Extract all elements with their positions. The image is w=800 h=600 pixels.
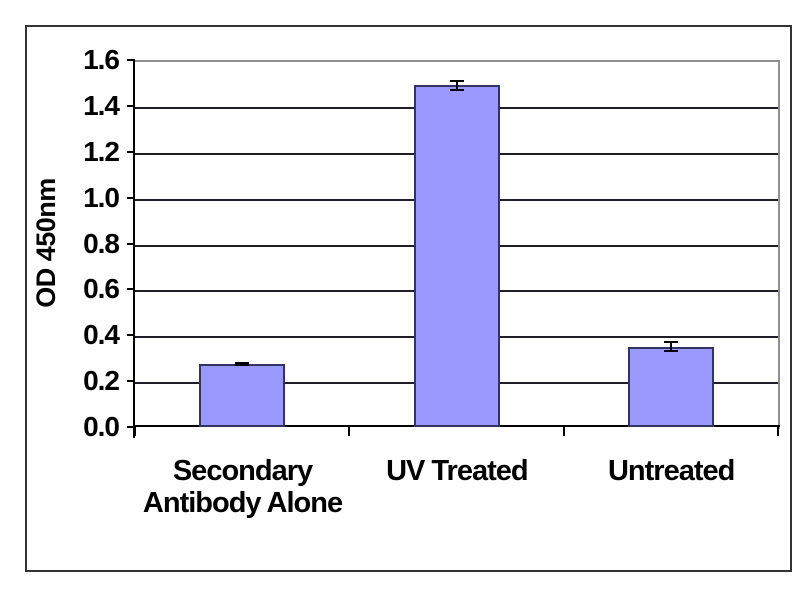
bar-1: [413, 85, 500, 427]
error-bar-cap: [449, 88, 464, 91]
y-tick-label: 1.6: [83, 44, 120, 75]
category-label: Secondary Antibody Alone: [142, 455, 343, 519]
error-bar-cap: [663, 341, 678, 344]
x-axis-tick: [134, 427, 136, 436]
error-bar-cap: [235, 361, 250, 364]
x-axis-tick: [777, 427, 779, 436]
y-axis-tick: [127, 288, 135, 291]
error-bar-cap: [663, 350, 678, 353]
error-bar: [241, 362, 244, 366]
y-tick-label: 1.0: [83, 181, 120, 213]
error-bar-cap: [449, 79, 464, 82]
y-axis-tick: [127, 59, 135, 61]
y-tick-label: 1.2: [83, 135, 120, 167]
y-axis-tick: [127, 150, 135, 153]
bar-2: [627, 346, 714, 427]
chart-figure: OD 450nm 0.0 0.2 0.4 0.6 0.8 1.0 1.2 1.4 1.6 Seco…: [25, 25, 792, 572]
y-axis-tick: [127, 334, 135, 337]
y-tick-label: 0.6: [83, 273, 120, 305]
y-axis-tick: [127, 196, 135, 199]
error-bar: [455, 80, 458, 90]
y-axis-tick: [127, 426, 135, 428]
y-axis-tick: [127, 380, 135, 383]
y-axis-tick: [127, 242, 135, 245]
bar-0: [199, 363, 286, 427]
error-bar-cap: [235, 364, 250, 367]
y-axis-tick: [127, 104, 135, 107]
y-tick-label: 1.4: [83, 89, 120, 121]
category-label: Untreated: [607, 455, 735, 487]
y-tick-label: 0.4: [83, 319, 120, 351]
y-tick-label: 0.2: [83, 365, 120, 397]
y-axis-line: [133, 60, 135, 438]
y-tick-label: 0.8: [83, 227, 120, 259]
category-label: UV Treated: [386, 455, 529, 487]
y-tick-label: 0.0: [83, 411, 120, 442]
error-bar: [669, 342, 672, 352]
x-axis-tick: [562, 427, 565, 436]
x-axis-tick: [348, 427, 351, 436]
